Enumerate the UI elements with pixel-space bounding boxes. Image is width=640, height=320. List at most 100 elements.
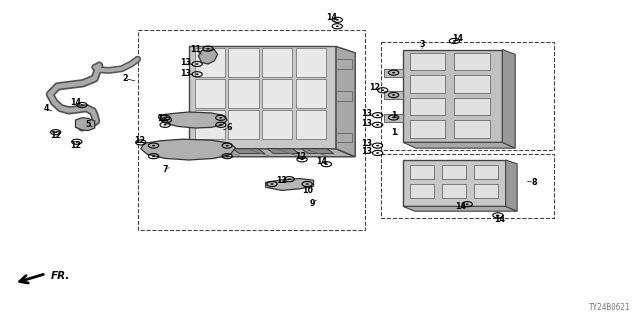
Circle shape (376, 152, 379, 154)
Circle shape (152, 145, 155, 146)
Circle shape (140, 142, 142, 143)
Text: 12: 12 (70, 141, 81, 150)
Circle shape (220, 117, 222, 118)
Polygon shape (410, 98, 445, 115)
Polygon shape (262, 79, 292, 108)
Circle shape (271, 183, 273, 185)
Polygon shape (410, 53, 445, 70)
Polygon shape (228, 110, 259, 139)
Text: 6: 6 (227, 124, 232, 132)
Text: 12: 12 (276, 176, 287, 185)
Circle shape (376, 124, 379, 125)
Text: 14: 14 (326, 13, 337, 22)
Polygon shape (266, 179, 314, 190)
Polygon shape (403, 206, 517, 211)
Text: 14: 14 (70, 98, 81, 107)
Polygon shape (301, 149, 333, 154)
Polygon shape (233, 149, 265, 154)
Text: 3: 3 (420, 40, 425, 49)
Circle shape (301, 159, 303, 160)
Text: 12: 12 (50, 132, 61, 140)
Polygon shape (442, 165, 466, 179)
Polygon shape (410, 165, 434, 179)
Circle shape (152, 156, 155, 157)
Text: 13: 13 (361, 109, 372, 118)
Polygon shape (506, 160, 517, 211)
Text: 9: 9 (310, 199, 315, 208)
Polygon shape (262, 48, 292, 77)
Polygon shape (474, 165, 498, 179)
Text: 14: 14 (316, 157, 328, 166)
Polygon shape (198, 50, 218, 64)
Circle shape (165, 119, 168, 121)
Text: 13: 13 (361, 148, 372, 156)
Polygon shape (76, 118, 95, 131)
Polygon shape (454, 53, 490, 70)
Text: 4: 4 (44, 104, 49, 113)
Circle shape (392, 117, 395, 118)
Circle shape (164, 117, 166, 118)
Circle shape (288, 179, 291, 180)
Text: 10: 10 (301, 186, 313, 195)
Polygon shape (336, 133, 352, 142)
Circle shape (76, 141, 78, 142)
Polygon shape (410, 120, 445, 138)
Circle shape (336, 19, 339, 20)
Polygon shape (198, 149, 230, 154)
Circle shape (196, 63, 198, 65)
Text: 8: 8 (532, 178, 537, 187)
Circle shape (466, 204, 468, 205)
Circle shape (376, 115, 379, 116)
Polygon shape (410, 75, 445, 93)
Text: 12: 12 (134, 136, 145, 145)
Polygon shape (195, 79, 225, 108)
Text: 14: 14 (452, 34, 463, 43)
Circle shape (381, 90, 384, 91)
Polygon shape (296, 79, 326, 108)
Text: 1: 1 (391, 111, 396, 120)
Polygon shape (410, 184, 434, 198)
Polygon shape (502, 50, 515, 148)
Circle shape (226, 145, 228, 146)
Text: 2: 2 (122, 74, 127, 83)
Text: 13: 13 (180, 69, 191, 78)
Text: FR.: FR. (51, 271, 70, 281)
Polygon shape (384, 69, 403, 77)
Polygon shape (141, 139, 236, 160)
Text: 12: 12 (157, 114, 169, 123)
Polygon shape (403, 142, 515, 148)
Text: 13: 13 (180, 58, 191, 67)
Text: 11: 11 (189, 45, 201, 54)
Polygon shape (195, 48, 225, 77)
Text: 5: 5 (86, 120, 91, 129)
Polygon shape (442, 184, 466, 198)
Text: 13: 13 (361, 119, 372, 128)
Text: 12: 12 (369, 84, 380, 92)
Polygon shape (474, 184, 498, 198)
Text: 7: 7 (163, 165, 168, 174)
Text: 14: 14 (493, 215, 505, 224)
Polygon shape (189, 46, 336, 149)
Polygon shape (384, 114, 403, 122)
Circle shape (453, 40, 456, 42)
Text: 12: 12 (295, 152, 307, 161)
Circle shape (196, 74, 198, 75)
Polygon shape (296, 110, 326, 139)
Polygon shape (228, 79, 259, 108)
Polygon shape (336, 91, 352, 101)
Polygon shape (454, 75, 490, 93)
Text: 1: 1 (391, 128, 396, 137)
Polygon shape (195, 110, 225, 139)
Polygon shape (336, 59, 352, 69)
Polygon shape (403, 160, 506, 206)
Circle shape (226, 156, 228, 157)
Polygon shape (384, 91, 403, 99)
Circle shape (306, 183, 308, 185)
Circle shape (392, 72, 395, 73)
Polygon shape (262, 110, 292, 139)
Circle shape (54, 132, 57, 133)
Polygon shape (454, 120, 490, 138)
Circle shape (325, 164, 328, 165)
Polygon shape (336, 46, 355, 157)
Polygon shape (189, 149, 355, 157)
